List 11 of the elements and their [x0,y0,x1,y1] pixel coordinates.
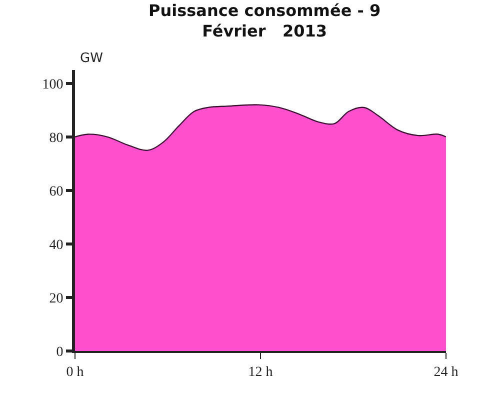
y-tick-label: 40 [49,238,64,253]
y-tick-label: 0 [56,344,64,360]
y-tick-label: 60 [49,184,64,200]
y-tick-label: 100 [42,77,64,92]
y-axis-title: GW [80,51,104,66]
chart-title: Puissance consommée - 9 Février 2013 [148,0,381,41]
y-tick-label: 80 [49,130,64,146]
x-tick-label: 12 h [248,364,273,380]
x-tick-label: 0 h [66,364,84,380]
x-tick-label: 24 h [434,364,458,380]
y-tick-label: 20 [49,291,64,306]
